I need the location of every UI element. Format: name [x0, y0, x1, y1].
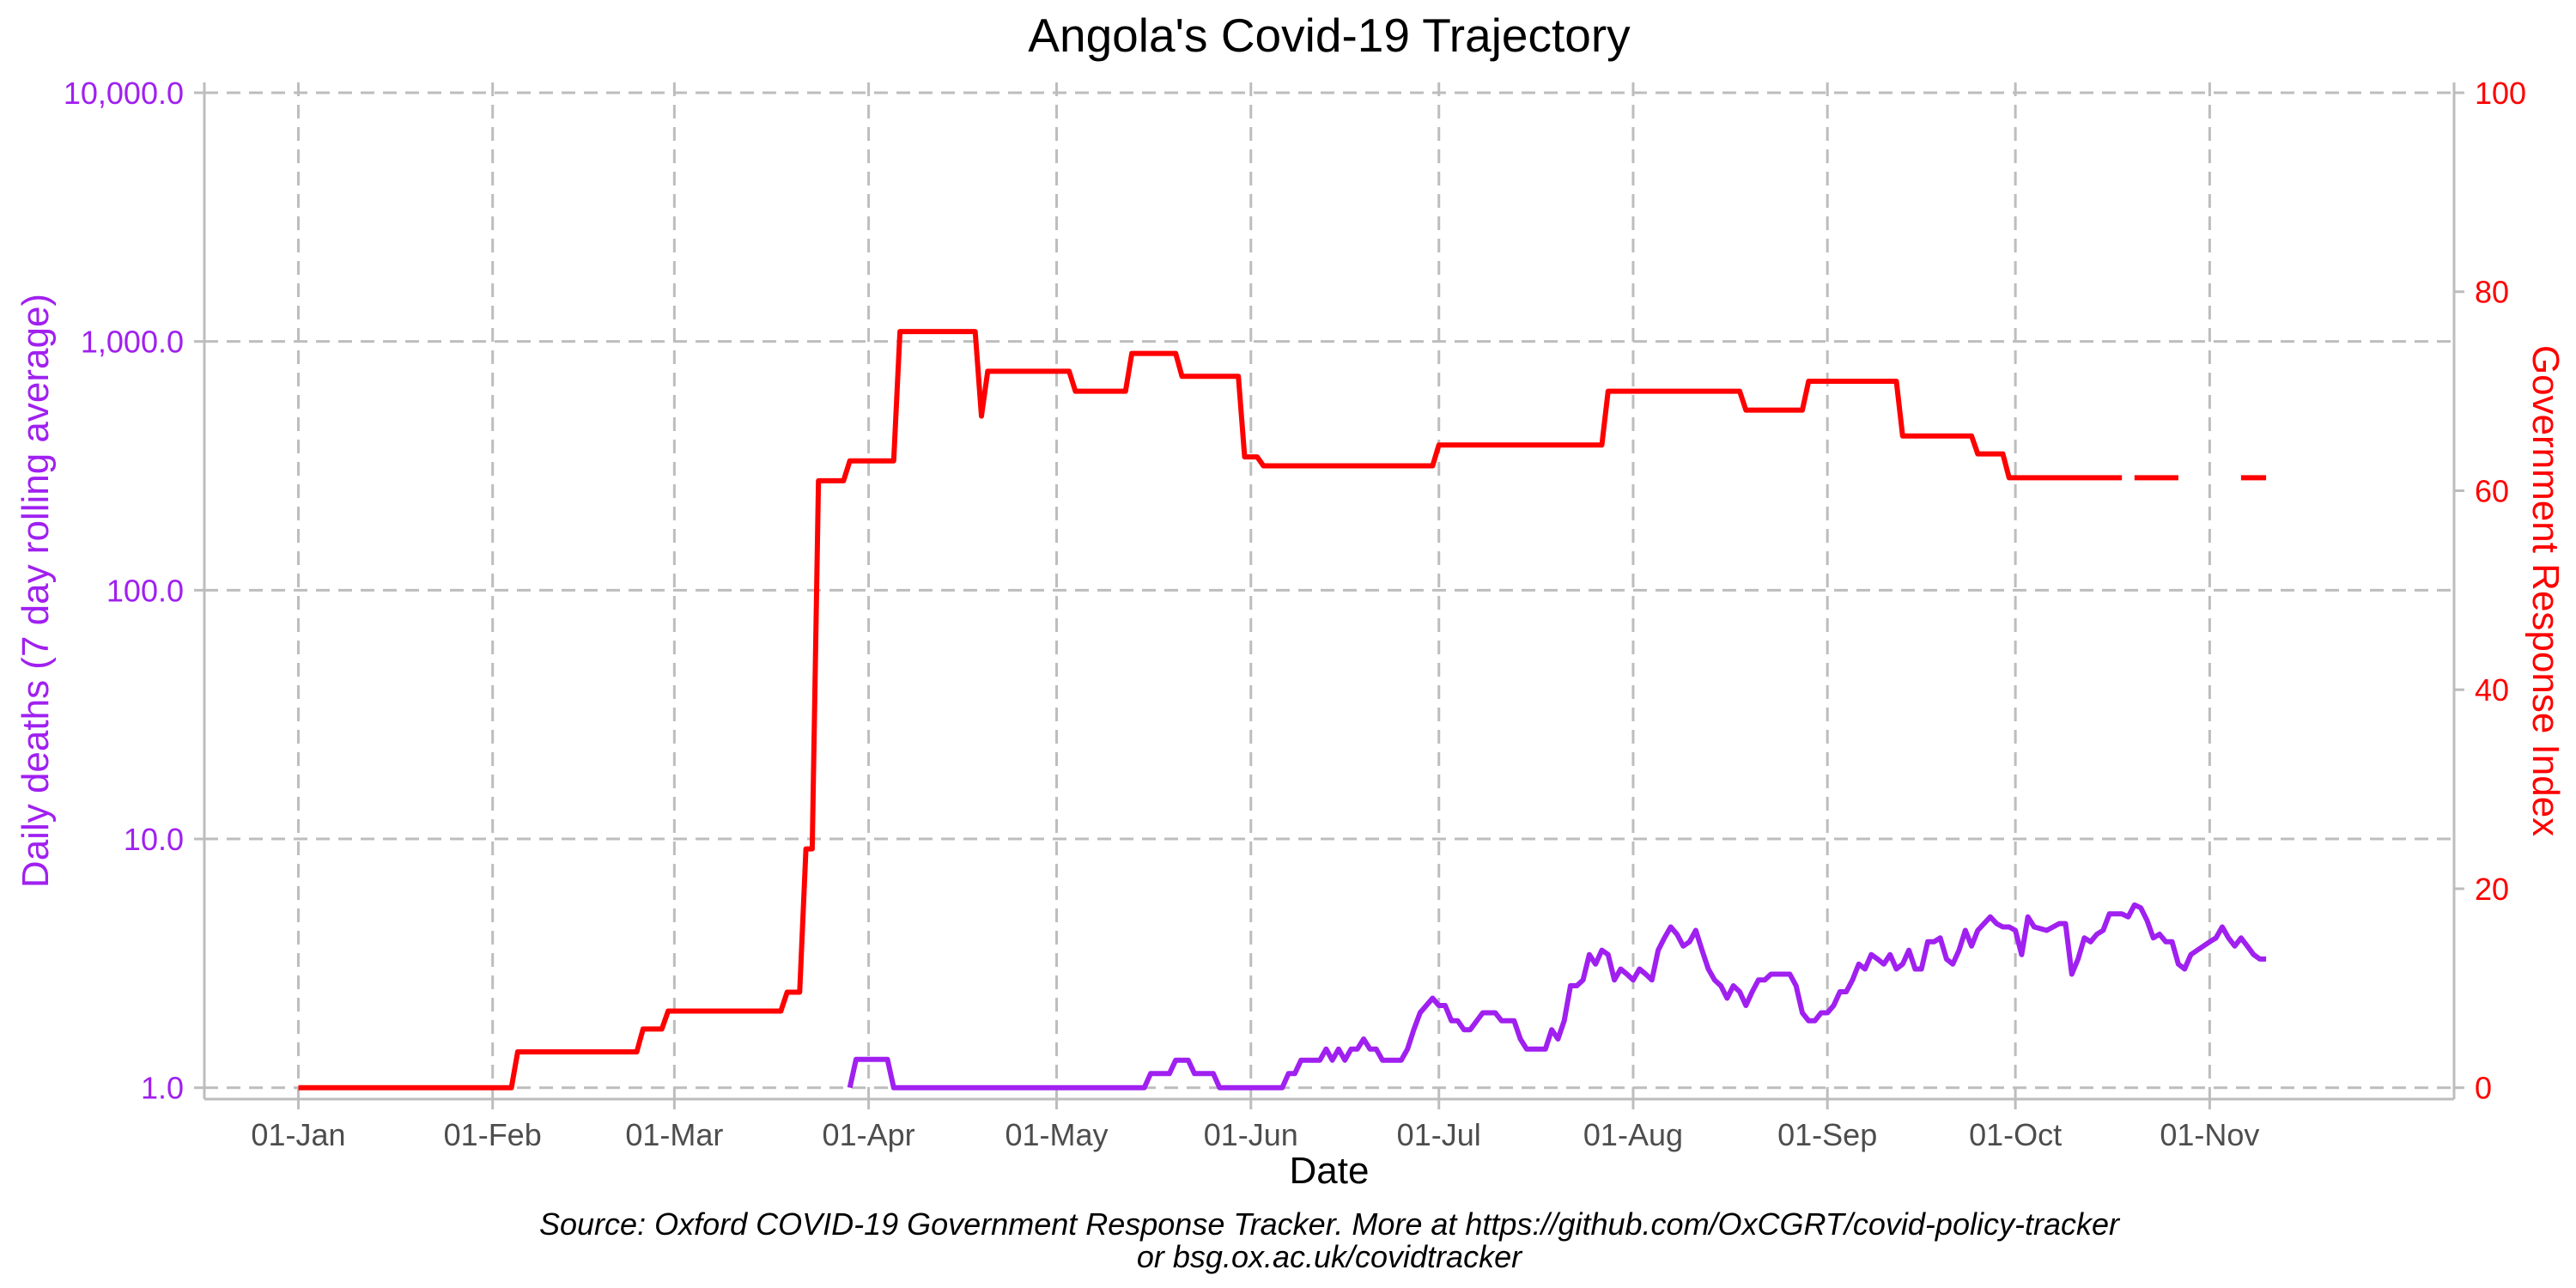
- y-tick-label-left: 10.0: [124, 822, 184, 857]
- chart-title: Angola's Covid-19 Trajectory: [1028, 9, 1631, 62]
- y-tick-label-right: 0: [2475, 1071, 2492, 1106]
- x-tick-label: 01-Sep: [1777, 1117, 1877, 1152]
- y-tick-label-right: 60: [2475, 473, 2509, 508]
- y-tick-label-right: 20: [2475, 872, 2509, 907]
- y-tick-label-right: 40: [2475, 672, 2509, 708]
- x-tick-label: 01-Feb: [444, 1117, 542, 1152]
- caption-source-line2: or bsg.ox.ac.uk/covidtracker: [1137, 1239, 1523, 1274]
- y-axis-title-left: Daily deaths (7 day rolling average): [15, 294, 57, 888]
- y-tick-label-right: 100: [2475, 76, 2526, 111]
- y-axis-title-right: Government Response Index: [2524, 345, 2567, 836]
- y-tick-label-left: 100.0: [106, 573, 184, 608]
- series: [298, 329, 2267, 1091]
- grid-lines: [204, 82, 2454, 1099]
- x-tick-label: 01-Mar: [625, 1117, 723, 1152]
- x-tick-label: 01-Apr: [823, 1117, 915, 1152]
- y-tick-label-left: 10,000.0: [64, 76, 184, 111]
- y-tick-label-left: 1,000.0: [81, 325, 184, 360]
- y-tick-label-left: 1.0: [141, 1071, 184, 1106]
- government-response-index-line: [298, 329, 2267, 1091]
- x-tick-label: 01-Jun: [1204, 1117, 1298, 1152]
- x-tick-label: 01-Nov: [2160, 1117, 2259, 1152]
- x-tick-label: 01-Jul: [1397, 1117, 1481, 1152]
- caption-source-line1: Source: Oxford COVID-19 Government Respo…: [539, 1206, 2121, 1242]
- x-tick-label: 01-May: [1005, 1117, 1109, 1152]
- daily-deaths-line: [847, 902, 2267, 1091]
- tick-marks: [194, 91, 2464, 1109]
- x-axis-title: Date: [1290, 1150, 1370, 1192]
- x-tick-label: 01-Oct: [1969, 1117, 2062, 1152]
- y-tick-label-right: 80: [2475, 275, 2509, 310]
- tick-labels: 01-Jan 01-Feb 01-Mar 01-Apr 01-May 01-Jun 01-J…: [64, 76, 2526, 1152]
- x-tick-label: 01-Jan: [251, 1117, 345, 1152]
- x-tick-label: 01-Aug: [1583, 1117, 1683, 1152]
